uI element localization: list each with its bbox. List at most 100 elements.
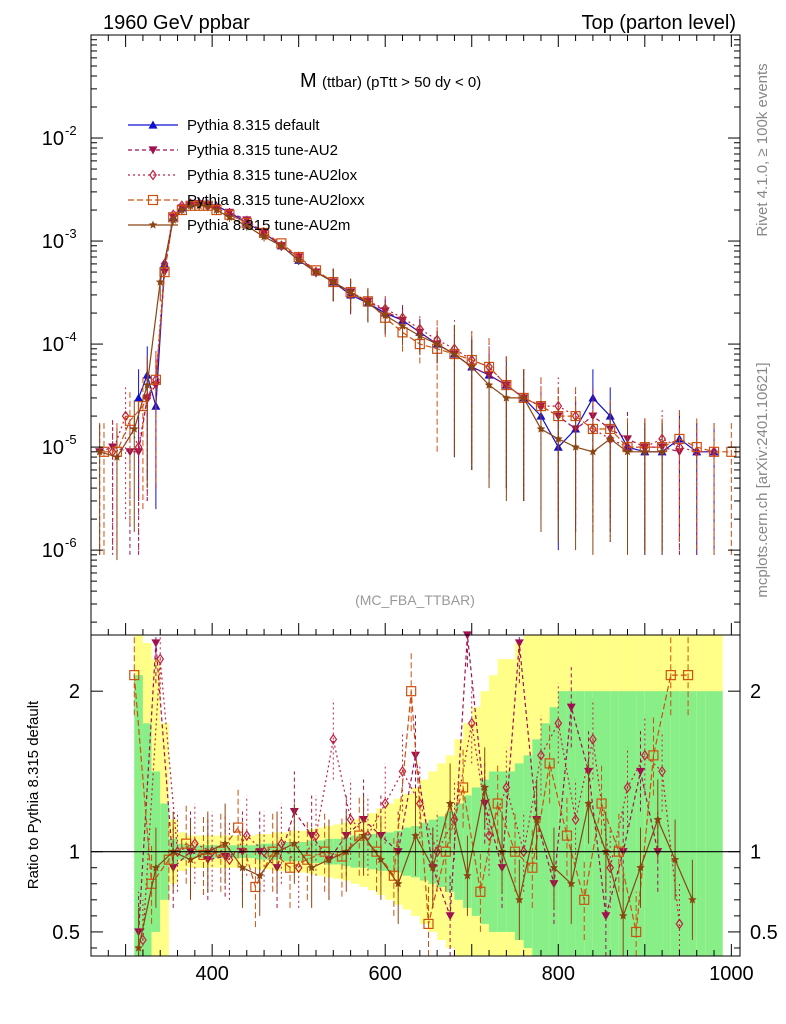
y-tick-label-ratio-right: 0.5	[750, 922, 778, 944]
x-tick-label: 400	[195, 963, 228, 985]
y-tick-label-main: 10	[42, 540, 64, 562]
ratio-point	[532, 815, 541, 824]
y-tick-exponent-main: -4	[65, 329, 77, 344]
ratio-axes: 0.5 0.5 1 1 2 2 400 600 800 1000	[52, 681, 778, 985]
ratio-point	[640, 749, 649, 761]
ratio-point	[544, 758, 555, 769]
legend-marker	[147, 194, 159, 206]
ratio-point	[359, 831, 368, 840]
legend-marker	[148, 220, 158, 229]
analysis-watermark: (MC_FBA_TTBAR)	[355, 592, 475, 608]
data-point	[554, 434, 563, 443]
ratio-band-green	[636, 691, 645, 956]
ratio-band-green	[134, 675, 143, 956]
data-point	[657, 447, 667, 456]
data-point	[519, 393, 528, 402]
data-point	[134, 393, 144, 402]
ratio-point	[475, 886, 486, 897]
ratio-point	[492, 798, 503, 809]
header-right: Top (parton level)	[581, 12, 736, 34]
data-point	[432, 339, 442, 348]
main-series-layer	[95, 197, 737, 561]
ratio-band-green	[575, 691, 585, 956]
y-tick-label-ratio-right: 1	[750, 842, 761, 864]
y-tick-exponent-main: -3	[65, 226, 77, 241]
ratio-band-green	[644, 691, 654, 956]
data-point	[398, 321, 407, 330]
data-point	[380, 310, 390, 319]
y-tick-label-ratio: 2	[69, 681, 80, 703]
data-point	[674, 433, 685, 445]
ratio-band-green	[696, 691, 706, 956]
chart-subtitle: (ttbar) (pTtt > 50 dy < 0)	[322, 74, 481, 91]
ratio-point	[406, 686, 417, 697]
ratio-point	[423, 918, 434, 930]
main-axes: 10-210-310-410-510-6	[42, 34, 740, 635]
ratio-point	[502, 781, 511, 794]
ratio-point	[589, 733, 597, 745]
ratio-point	[561, 830, 573, 841]
ratio-point	[329, 733, 338, 745]
ratio-point	[156, 653, 165, 665]
ratio-band-green	[592, 691, 602, 956]
ratio-point	[665, 670, 676, 681]
data-point	[186, 201, 195, 210]
data-point	[708, 446, 720, 457]
y-tick-label-ratio-right: 2	[750, 681, 761, 703]
ratio-point	[467, 717, 476, 729]
data-point	[212, 205, 221, 214]
ratio-series-3	[134, 747, 697, 956]
ratio-point	[294, 862, 303, 874]
data-point	[112, 452, 122, 461]
data-point	[363, 298, 373, 307]
y-tick-label-main: 10	[42, 334, 64, 356]
data-point	[259, 232, 269, 241]
ratio-band-green	[142, 723, 152, 956]
rivet-label: Rivet 4.1.0, ≥ 100k events	[754, 63, 771, 236]
y-tick-label-ratio: 0.5	[52, 922, 80, 944]
ratio-point	[255, 871, 264, 880]
ratio-point	[457, 782, 469, 793]
data-point	[143, 380, 152, 389]
legend-label: Pythia 8.315 tune-AU2	[187, 142, 338, 159]
data-point	[691, 441, 702, 453]
data-point	[168, 215, 178, 224]
data-point	[194, 201, 204, 210]
ratio-point	[463, 871, 472, 880]
ratio-band-green	[679, 691, 689, 956]
ratio-point	[675, 918, 684, 930]
ratio-point	[606, 862, 615, 874]
ratio-point	[480, 783, 489, 792]
ratio-point	[445, 799, 455, 808]
legend-label: Pythia 8.315 default	[187, 117, 320, 134]
legend: Pythia 8.315 default Pythia 8.315 tune-AU…	[128, 117, 365, 234]
ratio-point	[411, 831, 420, 840]
chart-title: M	[300, 70, 317, 92]
ratio-point	[648, 750, 659, 761]
ratio-point	[324, 855, 334, 864]
data-point	[450, 349, 459, 358]
ratio-point	[670, 855, 680, 864]
data-point	[415, 331, 425, 340]
y-tick-exponent-main: -5	[65, 432, 77, 447]
data-point	[294, 255, 303, 264]
data-point	[160, 258, 169, 270]
data-point	[150, 374, 161, 385]
ratio-point	[571, 814, 580, 826]
ratio-series-1	[139, 635, 684, 956]
ratio-band-green	[688, 691, 697, 956]
data-point	[484, 380, 494, 389]
ratio-point	[631, 926, 642, 938]
ratio-band-green	[618, 691, 628, 956]
mcplots-label: mcplots.cern.ch [arXiv:2401.10621]	[754, 362, 771, 597]
y-tick-label-ratio: 1	[69, 842, 80, 864]
ratio-point	[618, 911, 628, 920]
ratio-ylabel: Ratio to Pythia 8.315 default	[25, 700, 42, 889]
data-point	[329, 277, 338, 286]
ratio-point	[376, 855, 386, 864]
ratio-band-green	[714, 691, 723, 956]
ratio-point	[653, 815, 663, 824]
ratio-point	[596, 798, 607, 809]
y-tick-label-main: 10	[42, 437, 64, 459]
